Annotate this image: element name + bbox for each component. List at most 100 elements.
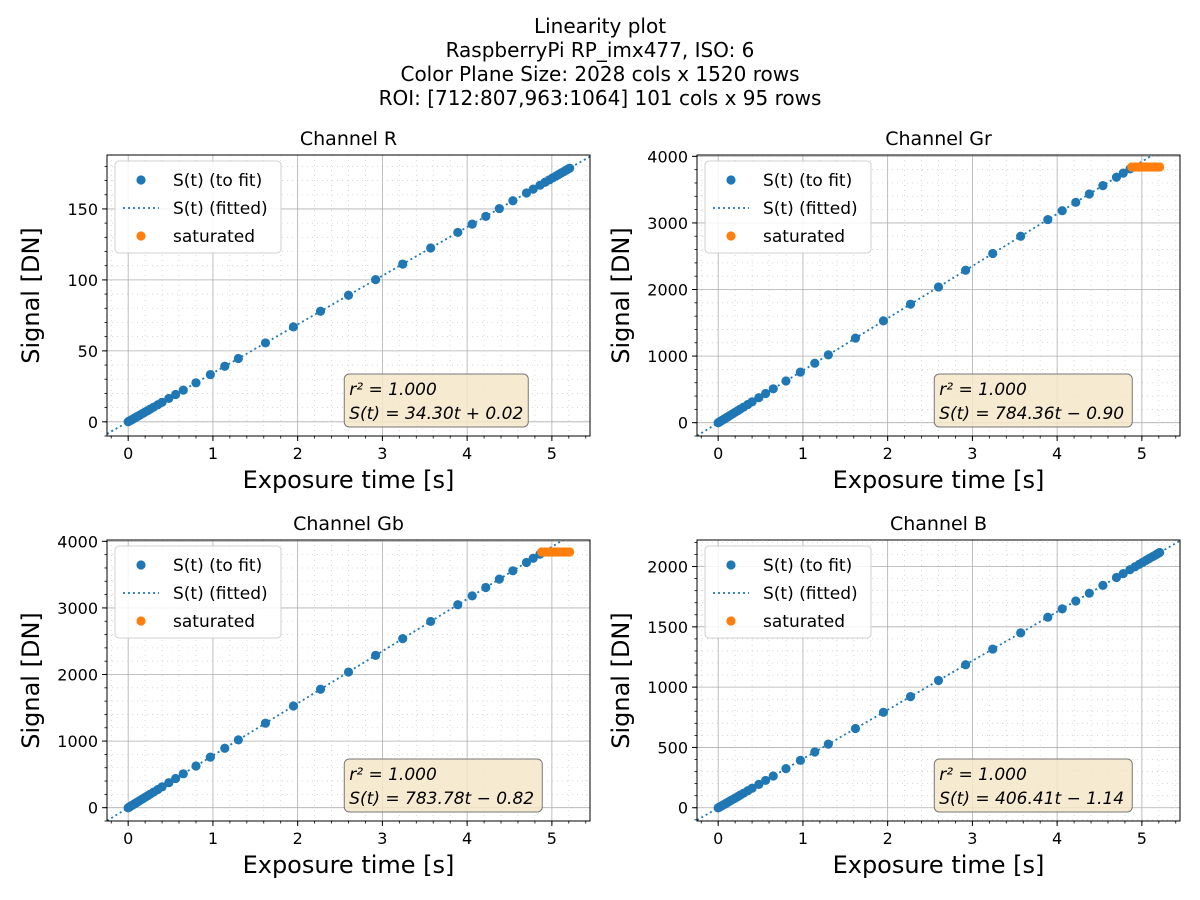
legend-marker-saturated: [726, 231, 736, 241]
fit-point: [1084, 588, 1094, 598]
legend-label: S(t) (fitted): [173, 584, 268, 604]
legend-marker-saturated: [136, 616, 146, 626]
fit-point: [467, 591, 477, 601]
y-tick-label: 0: [678, 799, 688, 818]
fit-point: [747, 397, 757, 407]
fit-point: [205, 752, 215, 762]
legend: S(t) (to fit) S(t) (fitted) saturated: [704, 545, 872, 639]
x-tick-label: 1: [798, 444, 808, 463]
y-tick-label: 4000: [647, 147, 688, 166]
fit-point: [191, 761, 201, 771]
x-tick-label: 1: [208, 829, 218, 848]
fit-point: [988, 248, 998, 259]
legend-marker-fit: [726, 560, 736, 570]
fit-point: [1098, 580, 1108, 590]
figure-title-line-4: ROI: [712:807,963:1064] 101 cols x 95 ro…: [378, 86, 822, 110]
fit-point: [1043, 214, 1053, 225]
subplot-3: 0 1 2 3 4 5 0 1000 2000 3000 4000 Channel Gb Exposur…: [17, 513, 591, 879]
fit-point: [171, 389, 181, 400]
legend-label: S(t) (fitted): [763, 199, 858, 219]
fit-point: [178, 385, 188, 395]
fit-point: [933, 282, 944, 292]
fit-point: [565, 163, 575, 173]
saturated-points: [1127, 162, 1165, 172]
fit-point: [508, 196, 518, 206]
x-tick-label: 1: [208, 444, 218, 463]
fit-point: [528, 184, 538, 194]
fit-point: [233, 735, 243, 745]
fit-point: [315, 306, 326, 316]
fit-point: [878, 316, 889, 326]
fit-point: [343, 290, 354, 300]
fit-point: [233, 353, 243, 364]
legend-box: [704, 545, 872, 639]
x-tick-label: 4: [462, 829, 472, 848]
x-tick-label: 4: [1052, 829, 1062, 848]
fit-point: [1155, 547, 1165, 558]
fit-point: [1111, 172, 1122, 182]
legend-label: S(t) (to fit): [763, 171, 852, 191]
fit-point: [521, 557, 532, 568]
x-tick-label: 0: [123, 444, 133, 463]
fit-point: [795, 755, 805, 765]
x-axis-label: Exposure time [s]: [833, 851, 1045, 879]
subplot-title: Channel Gb: [293, 513, 404, 535]
r-squared-text: r² = 1.000: [349, 765, 437, 785]
stats-box-frame: [933, 373, 1133, 428]
figure-title-line-3: Color Plane Size: 2028 cols x 1520 rows: [400, 62, 800, 86]
x-tick-label: 3: [967, 829, 977, 848]
ticks: 0 1 2 3 4 5 0 1000 2000 3000 4000: [57, 532, 587, 848]
fit-point: [754, 393, 764, 403]
legend-label: saturated: [173, 612, 255, 632]
x-tick-label: 5: [547, 829, 557, 848]
fit-point: [761, 775, 771, 786]
saturated-point: [1155, 162, 1165, 172]
legend: S(t) (to fit) S(t) (fitted) saturated: [704, 160, 872, 254]
legend-label: saturated: [763, 612, 845, 632]
x-tick-label: 0: [123, 829, 133, 848]
fit-point: [1111, 572, 1122, 583]
x-tick-label: 4: [1052, 444, 1062, 463]
fit-point: [178, 769, 188, 779]
fit-point: [1057, 206, 1067, 216]
fit-point: [260, 338, 271, 348]
fit-point: [1118, 568, 1128, 579]
fit-point: [781, 764, 791, 774]
stats-box-frame: [933, 758, 1133, 813]
x-tick-label: 0: [713, 829, 723, 848]
fit-point: [810, 358, 820, 368]
fit-point: [171, 773, 181, 784]
y-tick-label: 2000: [57, 666, 98, 685]
legend-box: [704, 160, 872, 254]
legend: S(t) (to fit) S(t) (fitted) saturated: [114, 160, 282, 254]
r-squared-text: r² = 1.000: [939, 765, 1027, 785]
fit-point: [205, 369, 215, 380]
y-tick-label: 3000: [57, 599, 98, 618]
x-tick-label: 2: [883, 444, 893, 463]
legend-marker-saturated: [136, 231, 146, 241]
fit-points: [713, 547, 1165, 813]
x-axis-label: Exposure time [s]: [833, 466, 1045, 494]
legend-label: S(t) (to fit): [173, 171, 262, 191]
fit-points: [123, 163, 575, 427]
fit-point: [754, 779, 764, 789]
subplot-title: Channel R: [300, 128, 397, 150]
r-squared-text: r² = 1.000: [939, 380, 1027, 400]
y-tick-label: 500: [657, 738, 688, 757]
fit-point: [1016, 628, 1026, 638]
fit-point: [528, 553, 538, 563]
x-tick-label: 5: [1137, 829, 1147, 848]
fit-point: [1043, 612, 1053, 622]
x-tick-label: 3: [377, 829, 387, 848]
x-axis-label: Exposure time [s]: [243, 466, 455, 494]
legend-marker-fit: [136, 175, 146, 185]
fit-point: [768, 771, 778, 781]
fit-point: [795, 367, 805, 377]
fit-point: [768, 384, 778, 394]
legend-label: saturated: [173, 227, 255, 247]
fit-point: [191, 378, 201, 388]
fit-point: [467, 219, 477, 229]
fit-point: [288, 701, 299, 711]
fit-point: [823, 739, 833, 749]
subplot-title: Channel Gr: [885, 128, 992, 150]
